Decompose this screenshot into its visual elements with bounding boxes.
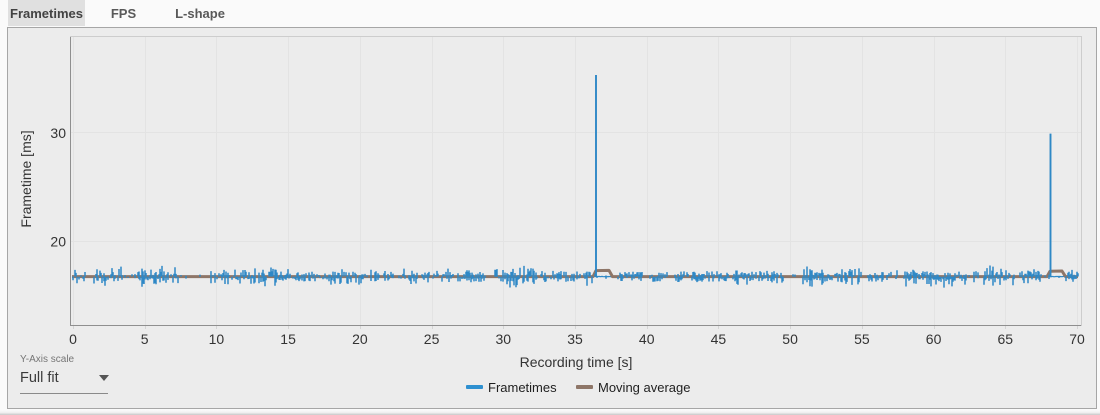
svg-text:65: 65 (998, 331, 1014, 347)
svg-text:25: 25 (424, 331, 440, 347)
svg-text:40: 40 (639, 331, 655, 347)
svg-text:30: 30 (496, 331, 512, 347)
svg-text:Frametimes: Frametimes (488, 380, 557, 395)
svg-text:Recording time [s]: Recording time [s] (520, 354, 633, 370)
svg-text:20: 20 (50, 234, 66, 250)
svg-text:5: 5 (141, 331, 149, 347)
svg-text:15: 15 (280, 331, 296, 347)
svg-text:Moving average: Moving average (598, 380, 691, 395)
svg-text:0: 0 (69, 331, 77, 347)
svg-text:70: 70 (1069, 331, 1085, 347)
svg-text:35: 35 (567, 331, 583, 347)
svg-text:55: 55 (854, 331, 870, 347)
svg-text:45: 45 (711, 331, 727, 347)
svg-text:50: 50 (782, 331, 798, 347)
svg-text:10: 10 (209, 331, 225, 347)
svg-text:60: 60 (926, 331, 942, 347)
svg-text:Frametime [ms]: Frametime [ms] (18, 130, 34, 227)
svg-text:30: 30 (50, 125, 66, 141)
svg-text:20: 20 (352, 331, 368, 347)
